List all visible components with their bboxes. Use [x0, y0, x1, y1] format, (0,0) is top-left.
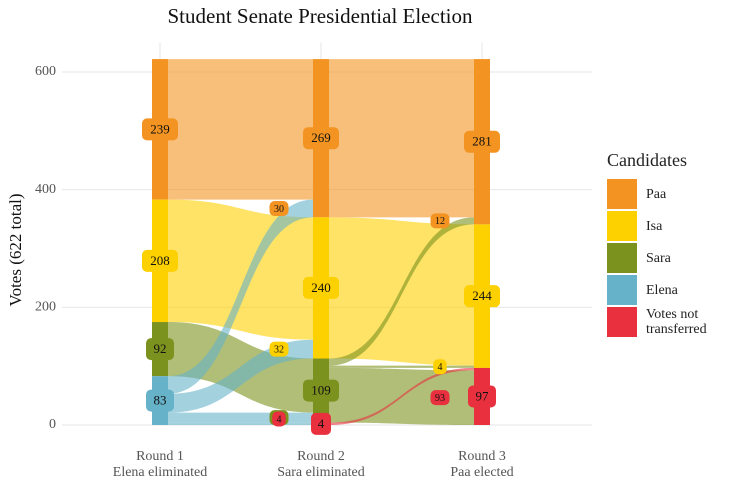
flow: [168, 412, 313, 423]
y-tick-label: 600: [35, 64, 56, 79]
legend-item: Votes not transferred: [607, 307, 737, 337]
bars: [152, 59, 490, 425]
label-badge: [303, 276, 339, 299]
value-label: 109: [311, 383, 331, 398]
label-badge: [272, 411, 286, 427]
label-badge: [142, 249, 178, 272]
legend-item: Elena: [607, 275, 737, 305]
labels: 3032174124932392692812082402449210983497: [142, 118, 500, 435]
x-tick-label: Round 2: [297, 449, 345, 464]
transfer-label: 4: [438, 362, 443, 373]
legend-label: Paa: [646, 186, 667, 202]
flow: [168, 422, 313, 425]
label-badge: [464, 130, 500, 153]
transfer-label: 12: [435, 216, 445, 227]
value-label: 281: [472, 134, 492, 149]
value-label: 4: [318, 416, 325, 431]
y-axis-label: Votes (622 total): [6, 193, 25, 306]
value-label: 239: [150, 121, 170, 136]
y-tick-label: 0: [49, 417, 56, 432]
transfer-label: 30: [274, 204, 284, 215]
transfer-label: 93: [435, 393, 445, 404]
legend-swatch: [607, 275, 637, 305]
x-tick-label: Round 3: [458, 449, 506, 464]
label-badge: [303, 379, 339, 402]
label-badge: [303, 127, 339, 150]
label-badge: [311, 412, 331, 435]
legend-swatch: [607, 211, 637, 241]
x-tick-note: Paa elected: [450, 465, 513, 480]
label-badge: [464, 285, 500, 308]
chart-title: Student Senate Presidential Election: [167, 4, 473, 28]
flow: [329, 217, 474, 366]
flows: [168, 59, 474, 425]
legend-label: Isa: [646, 218, 663, 234]
y-tick-label: 200: [35, 300, 56, 315]
x-tick-note: Elena eliminated: [113, 465, 207, 480]
legend-swatch: [607, 307, 637, 337]
flow: [329, 367, 474, 425]
transfer-label: 4: [277, 414, 282, 425]
y-tick-label: 400: [35, 182, 56, 197]
legend-swatch: [607, 243, 637, 273]
legend-label: Sara: [646, 250, 671, 266]
flow: [329, 59, 474, 218]
label-badge: [142, 118, 178, 141]
legend-item: Paa: [607, 179, 737, 209]
value-label: 83: [154, 393, 167, 408]
label-badge: [430, 213, 450, 229]
transfer-label: 32: [274, 344, 284, 355]
value-label: 92: [154, 341, 167, 356]
flow: [168, 339, 313, 413]
label-badge: [468, 385, 496, 408]
value-label: 269: [311, 130, 331, 145]
label-badge: [430, 390, 450, 406]
legend-item: Isa: [607, 211, 737, 241]
x-tick-label: Round 1: [136, 449, 184, 464]
label-badge: [433, 359, 447, 375]
x-tick-note: Sara eliminated: [277, 465, 364, 480]
value-label: 244: [472, 288, 492, 303]
legend-label: Elena: [646, 282, 678, 298]
value-label: 240: [311, 280, 331, 295]
flow: [329, 365, 474, 368]
value-label: 97: [476, 388, 490, 403]
legend-swatch: [607, 179, 637, 209]
flow: [168, 199, 313, 394]
legend-label: Votes not transferred: [646, 307, 707, 337]
legend: Candidates Paa Isa Sara Elena Votes not tran…: [607, 150, 737, 339]
label-badge: [269, 201, 289, 217]
flow: [168, 59, 313, 200]
legend-title: Candidates: [607, 150, 687, 170]
value-label: 208: [150, 253, 170, 268]
label-badge: [146, 389, 174, 412]
legend-item: Sara: [607, 243, 737, 273]
label-badge: [269, 341, 289, 357]
label-badge: [146, 338, 174, 361]
